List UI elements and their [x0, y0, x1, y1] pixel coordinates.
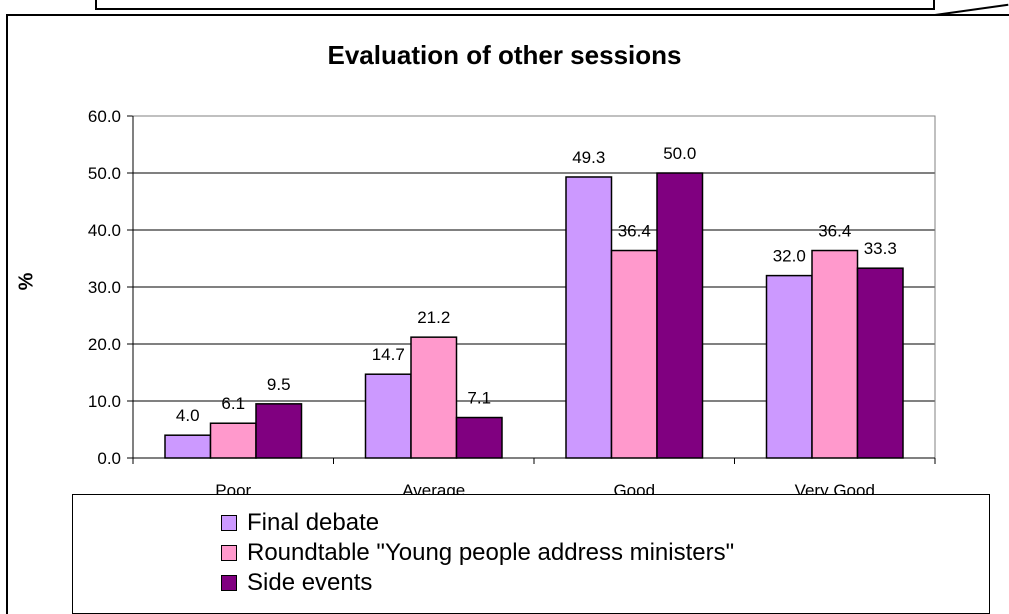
y-tick-label: 20.0: [88, 335, 121, 354]
bar: [610, 249, 658, 459]
data-label: 14.7: [372, 345, 405, 364]
bar: [455, 416, 503, 459]
data-label: 7.1: [467, 389, 491, 408]
legend: Final debate Roundtable "Young people ad…: [72, 494, 990, 614]
legend-label: Side events: [247, 569, 373, 596]
data-label: 49.3: [572, 148, 605, 167]
data-label: 50.0: [663, 144, 696, 163]
y-tick-label: 10.0: [88, 392, 121, 411]
legend-swatch: [221, 575, 237, 591]
y-tick-label: 60.0: [88, 107, 121, 126]
legend-item: Roundtable "Young people address ministe…: [221, 539, 734, 567]
data-label: 36.4: [818, 222, 851, 241]
legend-item: Final debate: [221, 509, 379, 537]
bar: [811, 249, 859, 459]
legend-item: Side events: [221, 569, 372, 597]
bar: [765, 274, 813, 459]
y-tick-label: 0.0: [97, 449, 121, 468]
data-label: 32.0: [773, 247, 806, 266]
legend-label: Final debate: [247, 509, 380, 536]
bar: [565, 176, 613, 459]
bar: [656, 172, 704, 459]
chart-frame: [6, 14, 1009, 614]
data-label: 36.4: [618, 222, 651, 241]
y-tick-label: 50.0: [88, 164, 121, 183]
y-tick-label: 30.0: [88, 278, 121, 297]
data-label: 33.3: [864, 239, 897, 258]
legend-swatch: [221, 545, 237, 561]
data-label: 4.0: [176, 406, 200, 425]
data-label: 21.2: [417, 308, 450, 327]
bar: [364, 373, 412, 459]
data-label: 9.5: [267, 375, 291, 394]
legend-label: Roundtable "Young people address ministe…: [247, 539, 735, 566]
bar: [410, 336, 458, 459]
bar: [164, 434, 212, 459]
bar: [255, 403, 303, 459]
top-box: [95, 0, 935, 10]
y-tick-label: 40.0: [88, 221, 121, 240]
legend-swatch: [221, 515, 237, 531]
chart-title: Evaluation of other sessions: [327, 40, 682, 70]
bar: [856, 267, 904, 459]
bar: [209, 422, 257, 459]
data-label: 6.1: [221, 394, 245, 413]
